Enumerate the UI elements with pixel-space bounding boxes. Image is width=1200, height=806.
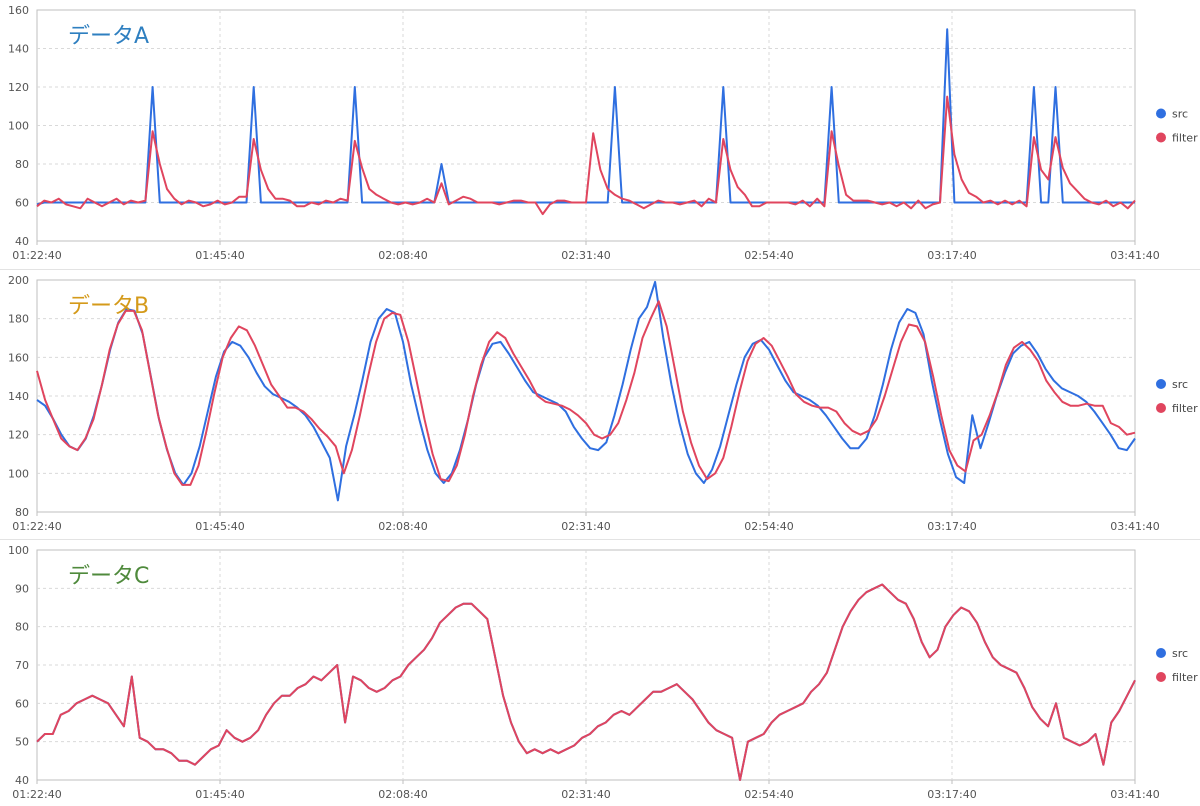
- chart-title: データC: [68, 564, 149, 589]
- chart-panel-b: 80 100 120 140 160 180 200 01:22:40 01:45:40 02:0…: [0, 270, 1200, 538]
- x-tick-label: 02:08:40: [378, 520, 427, 533]
- y-tick-label: 60: [15, 697, 29, 710]
- series-line-filter: [36, 95, 1136, 216]
- x-tick-label: 01:22:40: [12, 520, 61, 533]
- y-tick-label: 140: [8, 390, 29, 403]
- panel-divider: [0, 539, 1200, 540]
- legend-marker-src[interactable]: [1156, 108, 1166, 119]
- y-tick-label: 80: [15, 621, 29, 634]
- legend-label-src[interactable]: src: [1172, 378, 1188, 391]
- x-tick-label: 01:45:40: [195, 249, 244, 262]
- y-tick-label: 90: [15, 582, 29, 595]
- legend-marker-filter[interactable]: [1156, 672, 1166, 682]
- y-tick-label: 80: [15, 506, 29, 519]
- x-tick-label: 02:31:40: [561, 520, 610, 533]
- legend-marker-src[interactable]: [1156, 379, 1166, 389]
- y-tick-label: 200: [8, 274, 29, 287]
- series-line-filter: [36, 300, 1136, 486]
- legend-label-filter[interactable]: filter: [1172, 132, 1198, 145]
- y-tick-label: 160: [8, 351, 29, 364]
- y-tick-label: 50: [15, 736, 29, 749]
- series-line-filter: [36, 583, 1136, 781]
- x-tick-label: 02:54:40: [744, 249, 793, 262]
- chart-panel-c: 40 50 60 70 80 90 100 01:22:40 01:45:40 02:08:40 0…: [0, 540, 1200, 806]
- legend-marker-src[interactable]: [1156, 648, 1166, 658]
- x-tick-label: 03:41:40: [1110, 788, 1159, 801]
- legend-marker-filter[interactable]: [1156, 132, 1166, 143]
- x-tick-label: 02:54:40: [744, 788, 793, 801]
- x-tick-label: 03:41:40: [1110, 520, 1159, 533]
- y-tick-label: 80: [15, 158, 29, 171]
- chart-c: 40 50 60 70 80 90 100 01:22:40 01:45:40 02:08:40 0…: [8, 544, 1198, 801]
- chart-a: 40 60 80 100 120 140 160 01:22:40 01:45:40 02:08:…: [8, 4, 1198, 262]
- x-tick-label: 03:17:40: [927, 249, 976, 262]
- x-tick-label: 01:45:40: [195, 520, 244, 533]
- y-tick-label: 120: [8, 81, 29, 94]
- x-tick-label: 01:22:40: [12, 788, 61, 801]
- legend-label-filter[interactable]: filter: [1172, 671, 1198, 684]
- panel-divider: [0, 269, 1200, 270]
- chart-b: 80 100 120 140 160 180 200 01:22:40 01:45:40 02:0…: [8, 274, 1198, 533]
- y-tick-label: 60: [15, 197, 29, 210]
- y-tick-label: 100: [8, 467, 29, 480]
- x-tick-label: 02:54:40: [744, 520, 793, 533]
- x-tick-label: 03:17:40: [927, 788, 976, 801]
- x-tick-label: 02:08:40: [378, 788, 427, 801]
- x-tick-label: 01:22:40: [12, 249, 61, 262]
- y-tick-label: 100: [8, 544, 29, 557]
- y-tick-label: 40: [15, 235, 29, 248]
- legend-label-filter[interactable]: filter: [1172, 402, 1198, 415]
- legend-label-src[interactable]: src: [1172, 108, 1188, 121]
- legend-marker-filter[interactable]: [1156, 403, 1166, 413]
- series-line-src: [36, 280, 1136, 502]
- x-tick-label: 02:31:40: [561, 249, 610, 262]
- x-tick-label: 01:45:40: [195, 788, 244, 801]
- chart-title: データB: [68, 294, 149, 319]
- chart-title: データA: [68, 24, 149, 49]
- x-tick-label: 03:41:40: [1110, 249, 1159, 262]
- y-tick-label: 180: [8, 313, 29, 326]
- legend-label-src[interactable]: src: [1172, 647, 1188, 660]
- y-tick-label: 140: [8, 43, 29, 56]
- chart-panel-a: 40 60 80 100 120 140 160 01:22:40 01:45:40 02:08:…: [0, 0, 1200, 268]
- y-tick-label: 70: [15, 659, 29, 672]
- x-tick-label: 02:31:40: [561, 788, 610, 801]
- y-tick-label: 100: [8, 120, 29, 133]
- y-tick-label: 40: [15, 774, 29, 787]
- y-tick-label: 120: [8, 429, 29, 442]
- y-tick-label: 160: [8, 4, 29, 17]
- x-tick-label: 02:08:40: [378, 249, 427, 262]
- x-tick-label: 03:17:40: [927, 520, 976, 533]
